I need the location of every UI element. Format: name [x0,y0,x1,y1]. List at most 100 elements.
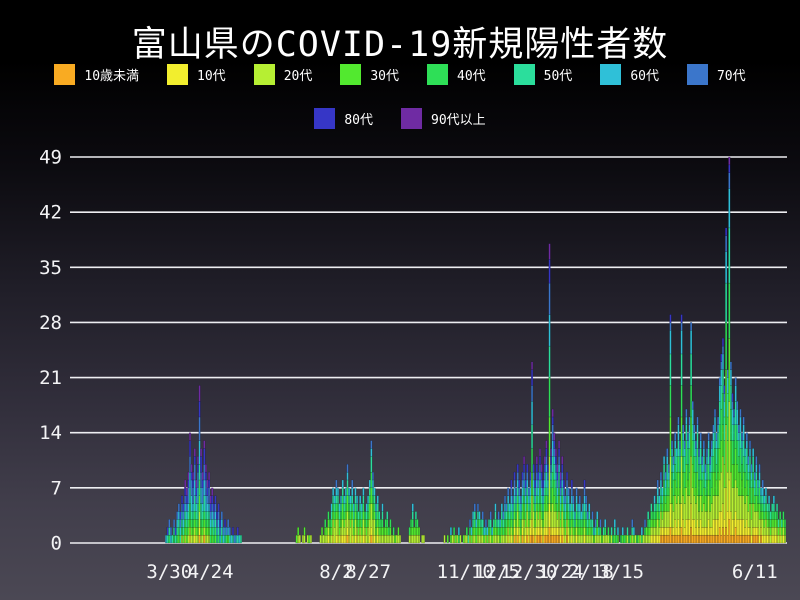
bar-segment [596,519,599,528]
legend-swatch-70s [686,64,708,85]
bar-segment [680,385,683,418]
bar-segment [699,440,702,449]
legend-label-20s: 20代 [283,69,313,84]
bar-segment [532,471,535,481]
bar-segment [481,519,484,528]
bar-segment [693,424,696,433]
bar-segment [188,432,191,441]
bar-segment [356,503,359,512]
bar-segment [370,456,373,473]
bar-segment [476,503,479,512]
bar-segment [523,456,526,465]
bar-segment [696,424,699,433]
bar-segment [518,479,521,489]
x-tick-label: 3/15 [598,561,644,583]
bar-segment [566,471,569,481]
bar-segment [494,511,497,520]
bar-segment [510,487,513,496]
bar-segment [588,503,591,512]
bar-segment [539,448,542,457]
bar-segment [545,456,548,465]
bar-segment [680,314,683,323]
legend-label-90plus: 90代以上 [431,113,486,128]
bar-segment [303,534,306,544]
bar-segment [203,440,206,449]
legend-item-90plus: 90代以上 [401,108,486,129]
bar-segment [184,479,187,489]
bar-segment [378,511,381,520]
bar-segment [309,534,312,544]
bar-segment [731,393,734,402]
bar-segment [465,527,468,536]
bar-segment [217,511,220,520]
legend-swatch-80s [314,108,336,129]
legend-item-80s: 80代 [314,108,373,129]
bar-segment [346,479,349,489]
bar-segment [443,534,446,544]
bar-segment [173,519,176,528]
bar-segment [772,503,775,512]
bar-segment [739,408,742,418]
bar-segment [416,519,419,528]
bar-segment [531,401,534,425]
bar-segment [699,432,702,441]
bar-segment [418,527,421,536]
bar-segment [228,527,231,536]
bar-segment [204,464,207,473]
bar-segment [188,440,191,457]
bar-segment [621,527,624,536]
bar-segment [761,479,764,489]
bar-segment [562,487,565,496]
bar-segment [531,385,534,402]
legend-item-70s: 70代 [686,64,746,85]
bar-segment [784,519,787,528]
bar-segment [671,448,674,457]
bar-segment [351,479,354,489]
bar-segment [359,495,362,504]
legend-item-under10: 10歳未満 [54,64,139,85]
bar-segment [220,511,223,520]
bar-segment [551,408,554,418]
bar-segment [553,440,556,449]
bar-segment [414,511,417,520]
bar-segment [656,479,659,489]
bar-segment [779,511,782,520]
legend-swatch-90plus [401,108,422,129]
bar-segment [758,464,761,473]
bar-segment [728,282,731,339]
bar-segment [647,511,650,520]
bar-segment [562,479,565,489]
bar-segment [489,519,492,528]
bar-segment [446,534,449,544]
x-tick-label: 12/30 [500,561,557,583]
bar-segment [653,495,656,504]
bar-segment [616,534,619,544]
bar-segment [411,519,414,528]
bar-segment [346,471,349,481]
legend-label-40s: 40代 [457,69,486,84]
bar-segment [389,519,392,528]
bar-segment [217,503,220,512]
x-tick-label: 2/18 [568,561,614,583]
bar-segment [616,527,619,536]
bar-segment [190,464,193,473]
bar-segment [526,464,529,473]
bar-segment [327,511,330,520]
bar-segment [596,511,599,520]
bar-segment [303,527,306,536]
bar-segment [671,440,674,449]
bar-segment [535,456,538,465]
bar-segment [707,432,710,441]
bar-segment [749,440,752,449]
bar-segment [373,495,376,504]
legend-item-20s: 20代 [253,64,313,85]
bar-segment [348,487,351,496]
bar-segment [758,471,761,481]
bar-segment [578,503,581,512]
bar-segment [764,495,767,504]
bar-segment [220,519,223,528]
bar-segment [575,487,578,496]
bar-segment [489,511,492,520]
legend-label-under10: 10歳未満 [84,69,140,84]
bar-segment [768,495,771,504]
